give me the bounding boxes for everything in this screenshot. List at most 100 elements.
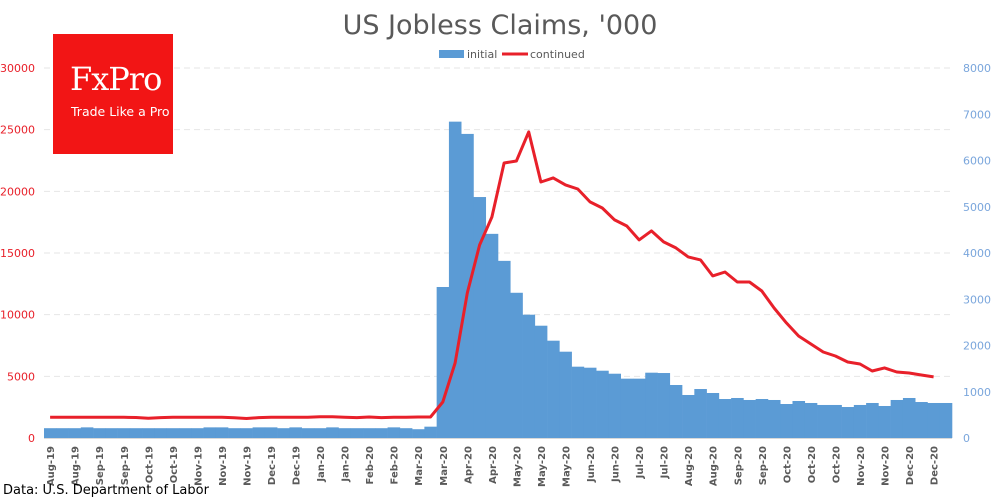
x-axis-ticks: Aug-19 Aug-19 Sep-19 Sep-19 Oct-19 Oct-19 Nov-… [46, 446, 940, 487]
initial-bar [718, 399, 732, 438]
legend-initial-swatch [439, 50, 464, 58]
fxpro-logo: FxPro Trade Like a Pro [53, 34, 173, 154]
x-tick-label: Aug-20 [684, 446, 695, 486]
initial-bar [105, 428, 118, 438]
x-tick-label: Nov-19 [193, 446, 204, 486]
legend-continued-label: continued [530, 48, 585, 61]
initial-bar [853, 404, 867, 438]
left-tick-label: 25000 [0, 124, 35, 137]
left-tick-label: 10000 [0, 309, 35, 322]
x-tick-label: Aug-19 [46, 446, 57, 486]
initial-bar [203, 427, 217, 438]
initial-bar [632, 378, 646, 438]
left-tick-label: 30000 [0, 62, 35, 75]
source-note: Data: U.S. Department of Labor [3, 483, 210, 498]
initial-bar [387, 427, 401, 438]
x-tick-label: Oct-20 [782, 446, 793, 483]
initial-bar [363, 428, 376, 438]
initial-bar [117, 428, 131, 438]
left-tick-label: 0 [28, 432, 35, 445]
x-tick-label: Apr-20 [488, 446, 499, 484]
initial-bar [178, 428, 192, 438]
initial-bar [915, 402, 928, 438]
legend: initial continued [439, 48, 585, 61]
initial-bar [498, 260, 511, 438]
right-tick-label: 8000 [963, 62, 991, 75]
x-tick-label: Jan-20 [316, 446, 327, 483]
initial-bar [890, 399, 904, 438]
initial-bar [252, 427, 266, 438]
x-tick-label: Jun-20 [586, 446, 597, 483]
initial-bar [44, 428, 57, 438]
initial-bar [547, 340, 560, 438]
initial-bar [731, 397, 744, 438]
left-tick-label: 20000 [0, 185, 35, 198]
x-tick-label: Mar-20 [414, 446, 425, 486]
x-tick-label: Mar-20 [439, 446, 450, 486]
x-tick-label: Apr-20 [463, 446, 474, 484]
x-tick-label: Aug-19 [71, 446, 82, 486]
x-tick-label: Aug-20 [709, 446, 720, 486]
x-tick-label: Dec-20 [905, 446, 916, 485]
initial-bar [191, 428, 204, 438]
right-tick-label: 3000 [963, 293, 991, 306]
initial-bar [301, 428, 315, 438]
initial-bar [841, 407, 855, 438]
initial-bar [412, 429, 425, 438]
initial-bars [44, 121, 953, 439]
right-tick-label: 2000 [963, 340, 991, 353]
initial-bar [424, 426, 437, 438]
initial-bar [743, 399, 756, 438]
initial-bar [866, 402, 879, 438]
initial-bar [829, 404, 842, 438]
initial-bar [927, 402, 941, 438]
initial-bar [215, 427, 229, 438]
x-tick-label: Oct-20 [807, 446, 818, 483]
initial-bar [313, 428, 327, 438]
x-tick-label: Sep-20 [733, 446, 744, 485]
initial-bar [166, 428, 180, 438]
initial-bar [878, 405, 891, 438]
x-tick-label: May-20 [537, 446, 548, 487]
x-tick-label: Oct-19 [169, 446, 180, 483]
initial-bar [694, 389, 707, 438]
initial-bar [436, 286, 450, 438]
initial-bar [534, 325, 548, 438]
chart-title: US Jobless Claims, '000 [343, 10, 658, 41]
initial-bar [350, 428, 364, 438]
x-tick-label: Oct-20 [831, 446, 842, 483]
initial-bar [792, 401, 806, 438]
x-tick-label: Nov-20 [856, 446, 867, 486]
initial-bar [399, 428, 413, 438]
initial-bar [461, 133, 474, 438]
initial-bar [620, 378, 634, 438]
initial-bar [755, 399, 769, 438]
initial-bar [93, 428, 106, 438]
right-tick-label: 5000 [963, 201, 991, 214]
initial-bar [939, 402, 953, 438]
x-tick-label: Dec-20 [930, 446, 941, 485]
x-tick-label: Dec-19 [292, 446, 303, 485]
initial-bar [817, 404, 830, 438]
initial-bar [338, 428, 352, 438]
initial-bar [142, 428, 155, 438]
initial-bar [645, 372, 658, 438]
x-tick-label: Sep-19 [95, 446, 106, 485]
initial-bar [277, 428, 290, 438]
right-tick-label: 1000 [963, 386, 991, 399]
x-tick-label: May-20 [512, 446, 523, 487]
x-tick-label: Nov-20 [881, 446, 892, 486]
initial-bar [80, 427, 94, 438]
initial-bar [559, 351, 572, 438]
logo-tagline: Trade Like a Pro [70, 104, 170, 119]
initial-bar [510, 292, 523, 438]
x-tick-label: Nov-19 [218, 446, 229, 486]
initial-bar [56, 428, 69, 438]
initial-bar [289, 427, 302, 438]
initial-bar [767, 399, 781, 438]
initial-bar [804, 402, 818, 438]
initial-bar [571, 366, 585, 438]
x-tick-label: Feb-20 [365, 446, 376, 484]
left-axis-ticks: 0 5000 10000 15000 20000 25000 30000 [0, 62, 35, 445]
